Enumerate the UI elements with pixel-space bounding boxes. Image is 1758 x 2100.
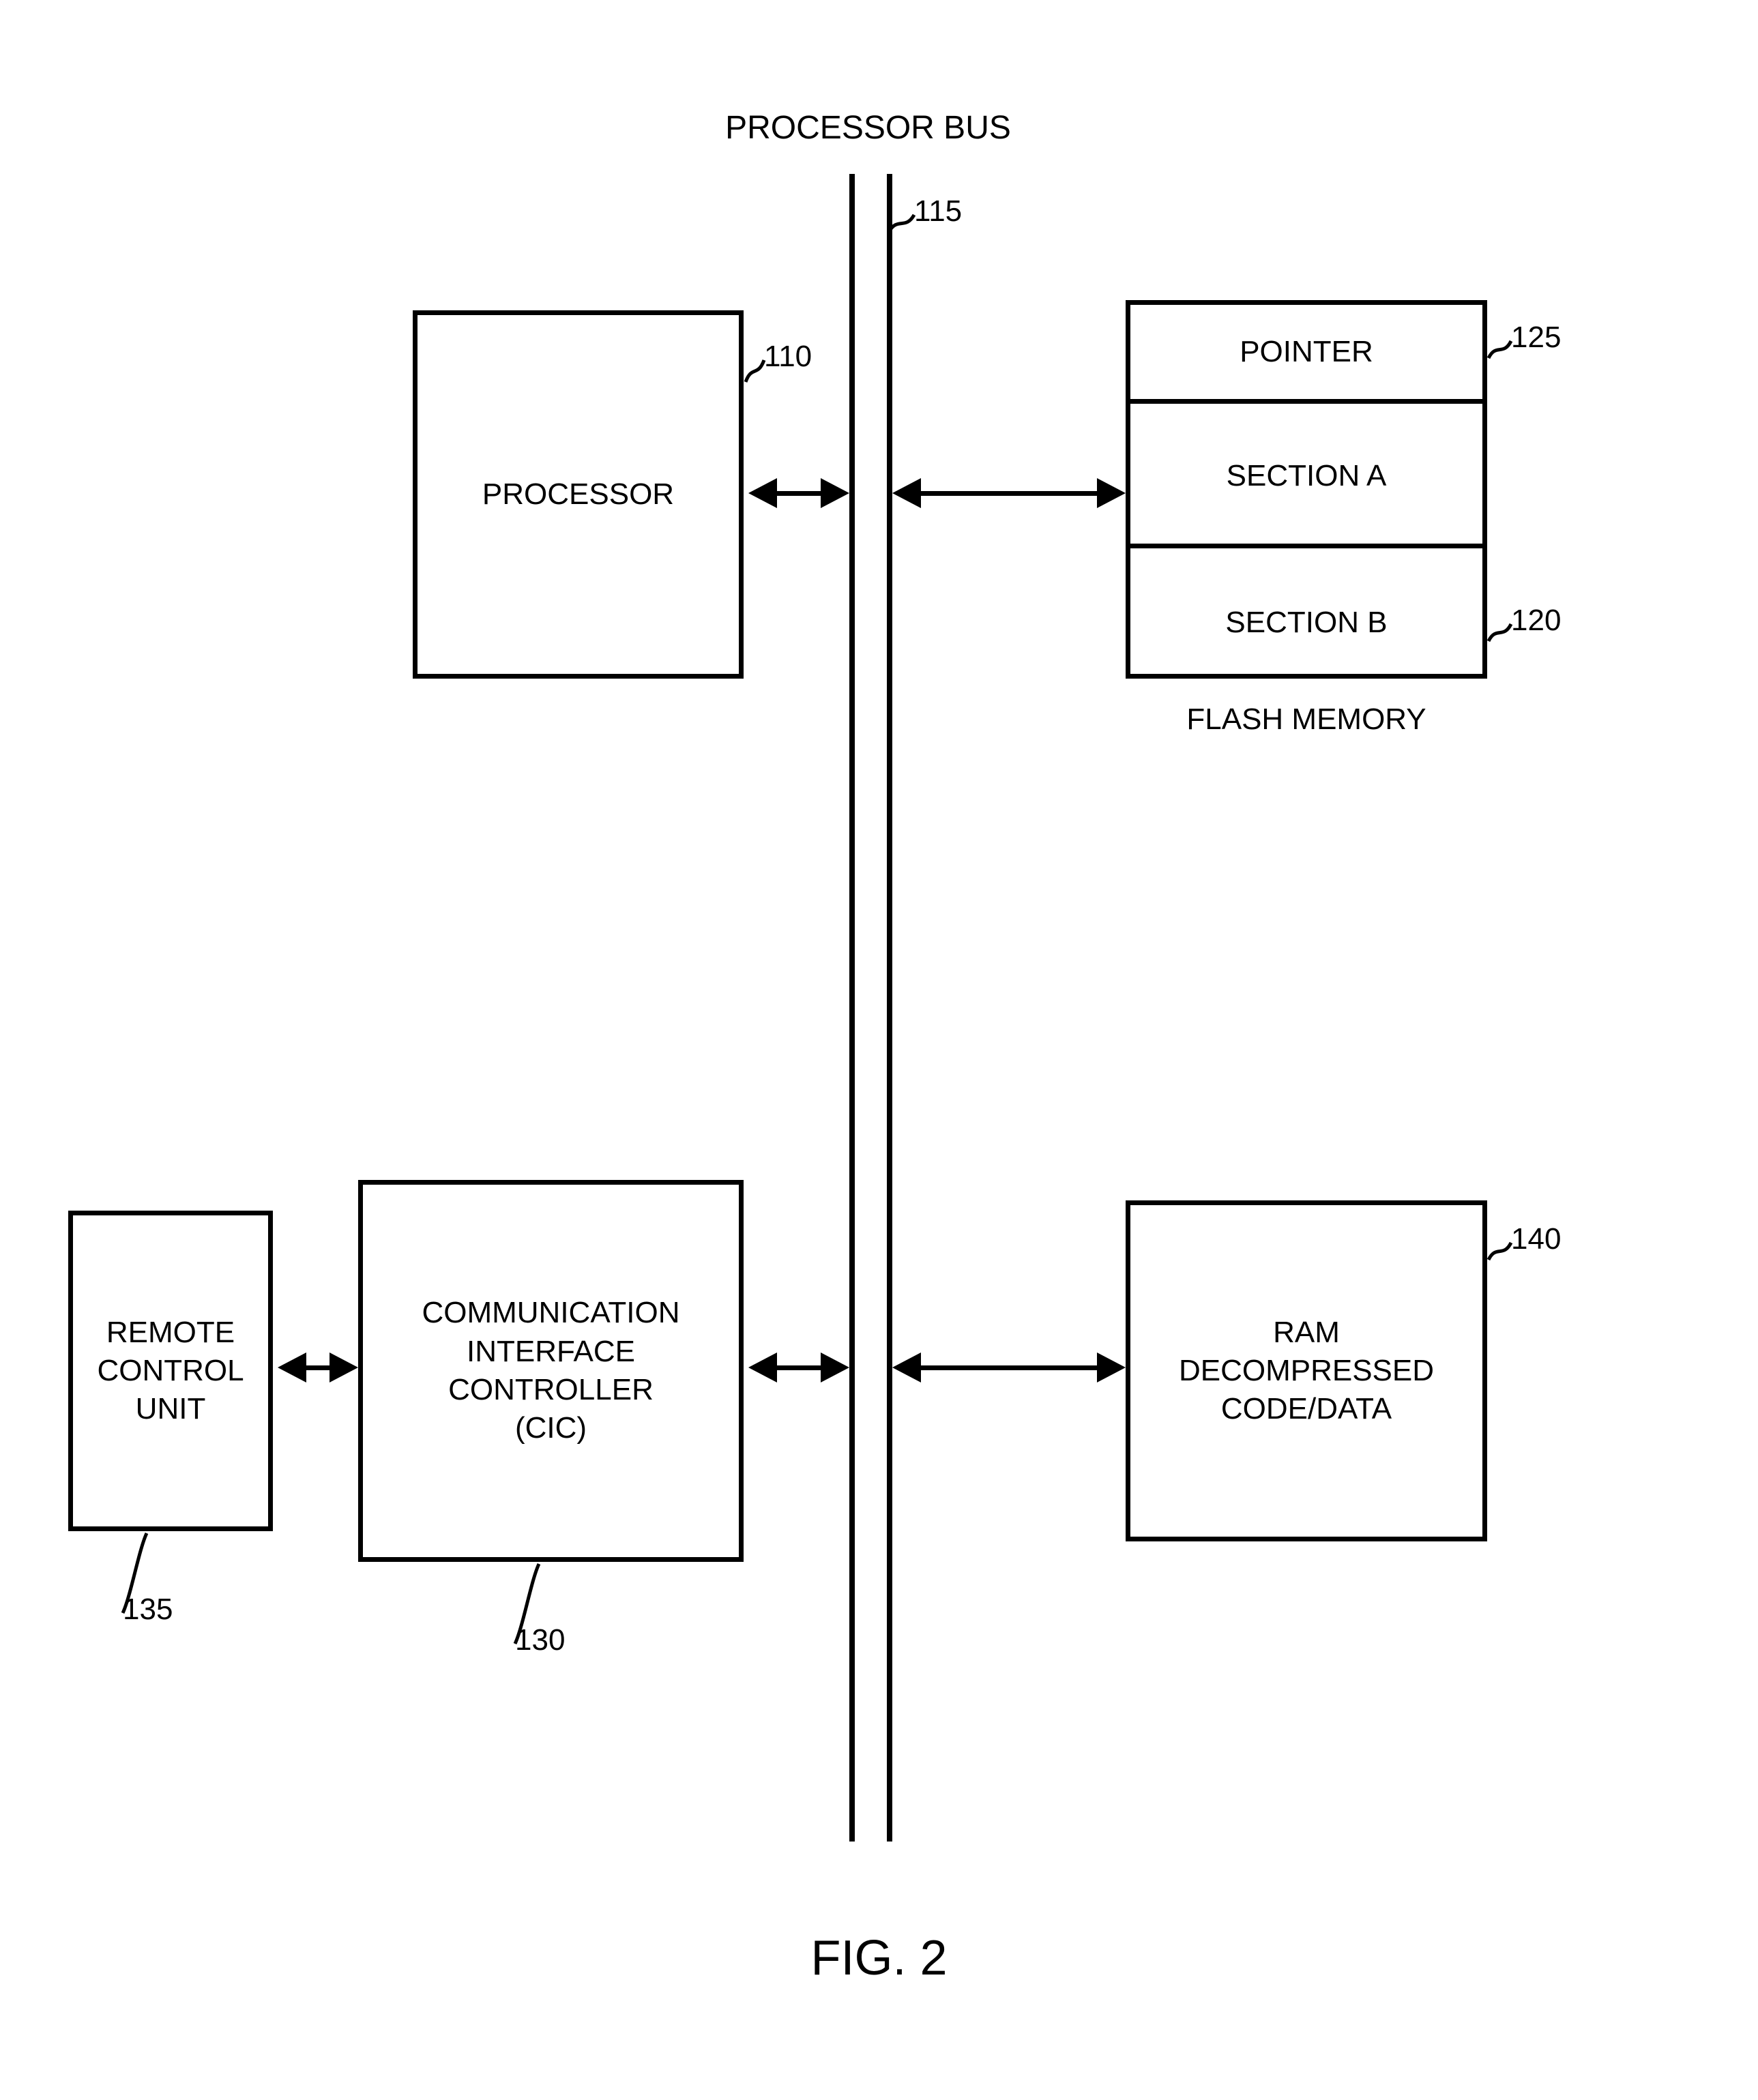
figure-label: FIG. 2 bbox=[810, 1930, 947, 1986]
arrow-bus-flash-left-head bbox=[892, 478, 921, 508]
cic-block-label: COMMUNICATION INTERFACE CONTROLLER (CIC) bbox=[422, 1294, 679, 1447]
ref-135: 135 bbox=[123, 1593, 173, 1627]
cic-block: COMMUNICATION INTERFACE CONTROLLER (CIC) bbox=[358, 1180, 744, 1562]
rcu-block: REMOTE CONTROL UNIT bbox=[68, 1211, 273, 1531]
arrow-bus-flash bbox=[921, 491, 1097, 496]
bus-line-left bbox=[849, 174, 855, 1842]
rcu-block-label: REMOTE CONTROL UNIT bbox=[97, 1314, 244, 1429]
bus-title: PROCESSOR BUS bbox=[725, 109, 1011, 147]
arrow-rcu-cic-right-head bbox=[329, 1352, 358, 1382]
ref-120: 120 bbox=[1511, 604, 1561, 638]
ref-130: 130 bbox=[515, 1623, 565, 1657]
flash-section-b: SECTION B bbox=[1130, 553, 1482, 693]
flash-memory-caption: FLASH MEMORY bbox=[1186, 703, 1426, 737]
bus-line-right bbox=[887, 174, 892, 1842]
processor-block-label: PROCESSOR bbox=[482, 475, 674, 514]
arrow-bus-ram bbox=[921, 1365, 1097, 1370]
arrow-processor-bus-left-head bbox=[748, 478, 777, 508]
flash-section-a: SECTION A bbox=[1130, 409, 1482, 548]
arrow-cic-bus-left-head bbox=[748, 1352, 777, 1382]
arrow-cic-bus bbox=[777, 1365, 821, 1370]
ref-115: 115 bbox=[914, 194, 962, 228]
ref-110: 110 bbox=[764, 340, 812, 374]
processor-block: PROCESSOR bbox=[413, 310, 744, 679]
arrow-processor-bus bbox=[777, 491, 821, 496]
ram-block: RAM DECOMPRESSED CODE/DATA bbox=[1126, 1200, 1487, 1541]
flash-pointer: POINTER bbox=[1130, 305, 1482, 404]
arrow-bus-ram-right-head bbox=[1097, 1352, 1126, 1382]
arrow-bus-flash-right-head bbox=[1097, 478, 1126, 508]
arrow-rcu-cic bbox=[306, 1365, 329, 1370]
ram-block-label: RAM DECOMPRESSED CODE/DATA bbox=[1179, 1314, 1434, 1429]
arrow-cic-bus-right-head bbox=[821, 1352, 849, 1382]
ref-140: 140 bbox=[1511, 1222, 1561, 1256]
arrow-rcu-cic-left-head bbox=[278, 1352, 306, 1382]
arrow-bus-ram-left-head bbox=[892, 1352, 921, 1382]
ref-125: 125 bbox=[1511, 321, 1561, 355]
flash-memory-block: POINTERSECTION ASECTION B bbox=[1126, 300, 1487, 679]
arrow-processor-bus-right-head bbox=[821, 478, 849, 508]
diagram-canvas: PROCESSOR BUS PROCESSOR COMMUNICATION INTE… bbox=[0, 0, 1758, 2100]
